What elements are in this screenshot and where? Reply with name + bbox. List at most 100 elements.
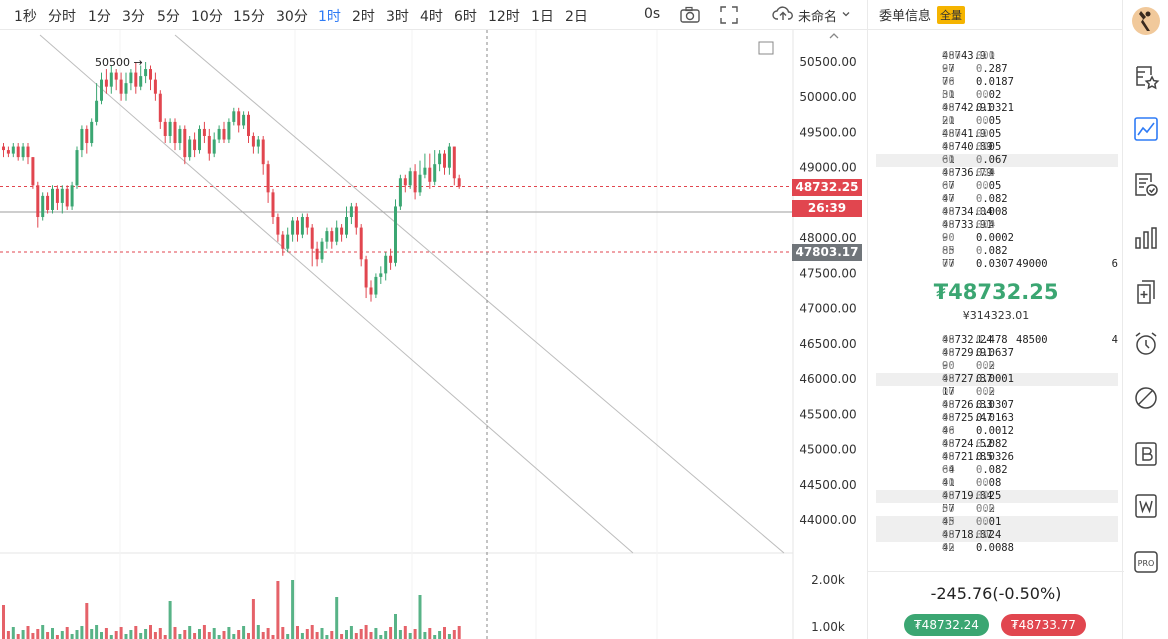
pro-icon[interactable]: PRO: [1132, 548, 1160, 576]
timeframe-tab[interactable]: 1分: [88, 9, 111, 25]
bid-row[interactable]: 42 00 0.0088: [942, 542, 1014, 554]
volume-bar: [207, 632, 211, 639]
candle-body: [21, 146, 25, 158]
volume-bar: [398, 630, 402, 639]
candle-body: [158, 93, 162, 122]
volume-bar: [296, 626, 299, 639]
candle-body: [330, 231, 334, 242]
ask-row[interactable]: 48742.91 00 0.0321: [942, 102, 1014, 114]
timeframe-tab[interactable]: 2时: [352, 9, 375, 25]
volume-bar: [384, 631, 388, 639]
candle-body: [286, 234, 290, 249]
camera-icon[interactable]: [679, 4, 701, 26]
checklist-icon[interactable]: [1132, 170, 1160, 198]
volume-bar: [153, 632, 157, 639]
candle-body: [354, 206, 358, 228]
volume-bar: [349, 626, 353, 639]
volume-bar: [178, 634, 182, 639]
ask-row[interactable]: 48734.04 00 0.008 0: [942, 206, 1008, 218]
timeframe-tab[interactable]: 3时: [386, 9, 409, 25]
timeframe-tab[interactable]: 分时: [48, 9, 76, 25]
bid-row[interactable]: 41 00 0.08 00: [942, 477, 1002, 489]
volume-bar: [90, 629, 94, 639]
avatar[interactable]: [1132, 7, 1160, 35]
sell-price-button[interactable]: ₮48733.77: [1001, 614, 1086, 636]
price-axis-label: 48000.00: [799, 231, 856, 245]
ask-row[interactable]: 48736.79 00 0.4 000: [942, 167, 995, 179]
ask-row[interactable]: 97 00 0.287 0: [942, 63, 1008, 75]
bid-row[interactable]: 48727.37 00 0.0001: [876, 373, 1118, 386]
ask-row[interactable]: 48740.89 00 0.05 00: [942, 141, 1002, 153]
bid-row[interactable]: 48726.33 00 0.0307: [942, 399, 1014, 411]
timeframe-tab[interactable]: 15分: [233, 9, 265, 25]
ask-row[interactable]: 90 00 0.0002: [942, 232, 1014, 244]
price-axis-label: 44000.00: [799, 513, 856, 527]
candle-body: [305, 217, 309, 228]
timeframe-tab[interactable]: 4时: [420, 9, 443, 25]
ask-row[interactable]: 48743.9 900 0.1 000: [942, 50, 995, 62]
candlestick-chart-svg[interactable]: 50500.00 50000.00 49500.00 49000.00 48000.00…: [0, 30, 867, 639]
timeframe-tab[interactable]: 10分: [191, 9, 223, 25]
candle-body: [423, 167, 427, 175]
ask-row[interactable]: 61 00 0.067 0: [876, 154, 1118, 167]
ask-row[interactable]: 48741.9 900 0.05 00: [942, 128, 1002, 140]
bid-row[interactable]: 48725.47 00 0.0163: [942, 412, 1014, 424]
timeframe-tab[interactable]: 6时: [454, 9, 477, 25]
timeframe-tab[interactable]: 1时: [318, 9, 341, 25]
bar-chart-icon[interactable]: [1132, 224, 1160, 252]
ask-row[interactable]: 21 00 0.05 00: [942, 115, 1002, 127]
candle-body: [183, 128, 187, 158]
ask-row[interactable]: 47 00 0.082 0: [942, 193, 1008, 205]
candle-body: [447, 146, 451, 168]
bid-row[interactable]: 48718.87 00 0.24 00: [876, 529, 1118, 542]
timeframe-tab[interactable]: 1秒: [14, 9, 37, 25]
candle-body: [276, 217, 280, 235]
timeframe-tab[interactable]: 12时: [488, 9, 520, 25]
candle-body: [325, 231, 329, 242]
bid-row[interactable]: 48732.24 00 1.478 0 48500 4: [942, 334, 1118, 346]
fullscreen-icon[interactable]: [718, 4, 740, 26]
volume-bar: [193, 633, 197, 639]
volume-bar: [237, 630, 241, 639]
timeframe-tab[interactable]: 3分: [122, 9, 145, 25]
timeframe-tab[interactable]: 2日: [565, 9, 588, 25]
chart-icon[interactable]: [1132, 115, 1160, 143]
ask-row[interactable]: 76 00 0.0187: [942, 76, 1014, 88]
bid-row[interactable]: 57 00 0.2 000: [942, 503, 995, 515]
timeframe-tab[interactable]: 30分: [276, 9, 308, 25]
volume-bar: [222, 631, 226, 639]
candle-body: [124, 83, 128, 94]
bid-row[interactable]: 48729.91 00 0.0637: [942, 347, 1014, 359]
ask-row[interactable]: 48733.91 00 0.4 000: [942, 219, 995, 231]
bid-row[interactable]: 90 00 0.2 000: [942, 360, 995, 372]
depth-mode-badge[interactable]: 全量: [937, 5, 966, 24]
ask-row[interactable]: 85 00 0.082 0: [942, 245, 1008, 257]
add-page-icon[interactable]: [1132, 278, 1160, 306]
exchange-b-icon[interactable]: [1132, 440, 1160, 468]
w-icon[interactable]: [1132, 492, 1160, 520]
buy-price-button[interactable]: ₮48732.24: [904, 614, 989, 636]
bid-row[interactable]: 64 00 0.082 0: [942, 464, 1008, 476]
candle-body: [168, 121, 172, 136]
bid-row[interactable]: 45 00 0.01 00: [876, 516, 1118, 529]
candle-body: [256, 139, 260, 147]
last-price-cny: ¥314323.01: [962, 309, 1030, 322]
depth-level: 49000: [1016, 258, 1048, 270]
bid-row[interactable]: 46 00 0.0012: [942, 425, 1014, 437]
drawing-icon[interactable]: [1132, 384, 1160, 412]
ask-row[interactable]: 77 00 0.0307 49000 6: [942, 258, 1118, 270]
ask-row[interactable]: 67 00 0.05 00: [942, 180, 1002, 192]
ask-row[interactable]: 31 00 0.02 00: [942, 89, 1002, 101]
timeframe-tab[interactable]: 5分: [157, 9, 180, 25]
bid-row[interactable]: 48719.84 00 0.25 00: [876, 490, 1118, 503]
volume-bar: [183, 630, 187, 639]
bid-row[interactable]: 17 00 0.2 000: [942, 386, 995, 398]
alarm-clock-icon[interactable]: [1132, 330, 1160, 358]
price-chart[interactable]: 50500.00 50000.00 49500.00 49000.00 48000.00…: [0, 30, 867, 639]
volume-bar: [202, 625, 206, 639]
bid-row[interactable]: 48721.85 00 0.0326: [942, 451, 1014, 463]
timeframe-tab[interactable]: 1日: [531, 9, 554, 25]
bid-row[interactable]: 48724.52 00 0.082 0: [942, 438, 1008, 450]
layout-menu[interactable]: 未命名: [772, 4, 851, 26]
watchlist-star-icon[interactable]: [1132, 62, 1160, 90]
